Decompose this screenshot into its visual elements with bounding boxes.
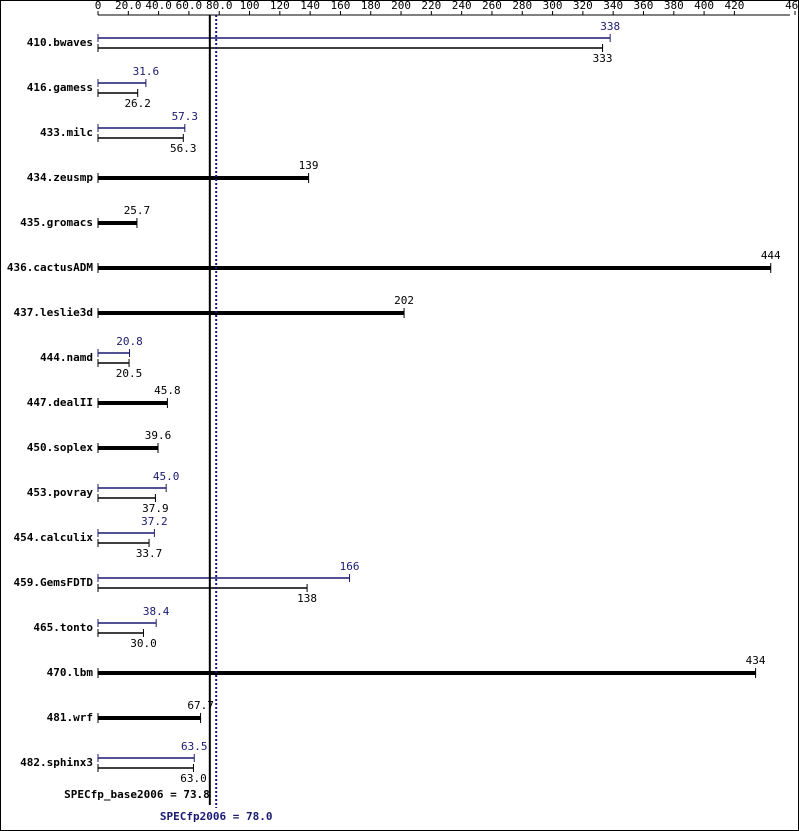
value-label: 38.4 xyxy=(143,605,170,618)
x-tick-label: 40.0 xyxy=(145,0,172,12)
category-label: 410.bwaves xyxy=(27,36,93,49)
category-label: 434.zeusmp xyxy=(27,171,94,184)
category-label: 435.gromacs xyxy=(20,216,93,229)
category-label: 436.cactusADM xyxy=(7,261,93,274)
x-tick-label: 140 xyxy=(300,0,320,12)
x-tick-label: 220 xyxy=(421,0,441,12)
value-label: 434 xyxy=(746,654,766,667)
value-label: 139 xyxy=(299,159,319,172)
value-label: 444 xyxy=(761,249,781,262)
value-label: 45.0 xyxy=(153,470,180,483)
value-label: 30.0 xyxy=(130,637,157,650)
category-label: 416.gamess xyxy=(27,81,93,94)
x-tick-label: 160 xyxy=(330,0,350,12)
category-label: 444.namd xyxy=(40,351,93,364)
category-label: 453.povray xyxy=(27,486,94,499)
x-tick-label: 20.0 xyxy=(115,0,142,12)
category-label: 450.soplex xyxy=(27,441,94,454)
value-label: 333 xyxy=(593,52,613,65)
category-label: 459.GemsFDTD xyxy=(14,576,94,589)
x-tick-label: 200 xyxy=(391,0,411,12)
peak-score-label: SPECfp2006 = 78.0 xyxy=(160,810,273,823)
value-label: 25.7 xyxy=(124,204,151,217)
base-score-label: SPECfp_base2006 = 73.8 xyxy=(64,788,210,801)
category-label: 465.tonto xyxy=(33,621,93,634)
x-tick-label: 80.0 xyxy=(206,0,233,12)
value-label: 45.8 xyxy=(154,384,181,397)
x-tick-label: 300 xyxy=(543,0,563,12)
x-tick-label: 460 xyxy=(785,0,799,12)
category-label: 470.lbm xyxy=(47,666,94,679)
category-label: 433.milc xyxy=(40,126,93,139)
x-tick-label: 400 xyxy=(694,0,714,12)
value-label: 338 xyxy=(600,20,620,33)
value-label: 39.6 xyxy=(145,429,172,442)
x-tick-label: 60.0 xyxy=(176,0,203,12)
value-label: 202 xyxy=(394,294,414,307)
x-tick-label: 0 xyxy=(95,0,102,12)
value-label: 67.7 xyxy=(187,699,214,712)
x-tick-label: 120 xyxy=(270,0,290,12)
x-tick-label: 380 xyxy=(664,0,684,12)
value-label: 26.2 xyxy=(124,97,151,110)
x-tick-label: 100 xyxy=(240,0,260,12)
value-label: 20.5 xyxy=(116,367,143,380)
x-tick-label: 280 xyxy=(512,0,532,12)
x-tick-label: 360 xyxy=(634,0,654,12)
x-tick-label: 240 xyxy=(452,0,472,12)
category-label: 437.leslie3d xyxy=(14,306,93,319)
category-label: 482.sphinx3 xyxy=(20,756,93,769)
x-tick-label: 320 xyxy=(573,0,593,12)
value-label: 33.7 xyxy=(136,547,163,560)
value-label: 138 xyxy=(297,592,317,605)
value-label: 63.5 xyxy=(181,740,208,753)
x-tick-label: 420 xyxy=(724,0,744,12)
value-label: 31.6 xyxy=(133,65,160,78)
value-label: 166 xyxy=(340,560,360,573)
value-label: 56.3 xyxy=(170,142,197,155)
value-label: 63.0 xyxy=(180,772,207,785)
x-tick-label: 340 xyxy=(603,0,623,12)
category-label: 447.dealII xyxy=(27,396,93,409)
value-label: 37.2 xyxy=(141,515,168,528)
value-label: 20.8 xyxy=(116,335,143,348)
x-tick-label: 260 xyxy=(482,0,502,12)
x-tick-label: 180 xyxy=(361,0,381,12)
category-label: 454.calculix xyxy=(14,531,94,544)
value-label: 37.9 xyxy=(142,502,169,515)
value-label: 57.3 xyxy=(172,110,199,123)
category-label: 481.wrf xyxy=(47,711,93,724)
